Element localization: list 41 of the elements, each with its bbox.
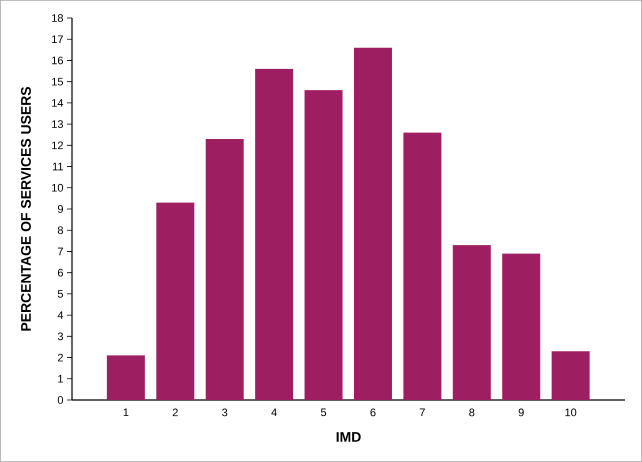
x-axis-title: IMD [336, 432, 361, 442]
bar [106, 355, 145, 400]
y-tick-label: 11 [52, 162, 63, 170]
y-tick-label: 16 [52, 56, 63, 64]
y-tick-label: 1 [58, 375, 63, 383]
y-axis-title: PERCENTAGE OF SERVICES USERS [20, 86, 31, 331]
y-tick-label: 6 [58, 268, 63, 277]
y-tick-label: 2 [58, 354, 63, 362]
y-tick-label: 18 [52, 14, 63, 22]
y-tick-label: 15 [52, 78, 64, 86]
y-tick-label: 9 [58, 205, 63, 213]
x-tick-label: 6 [370, 408, 376, 416]
bar [206, 138, 244, 400]
x-tick-label: 8 [469, 408, 474, 416]
y-tick-label: 12 [52, 142, 63, 150]
y-tick-label: 14 [52, 99, 64, 107]
y-tick-label: 7 [58, 248, 63, 256]
y-tick-label: 4 [58, 311, 64, 319]
bar [452, 245, 491, 400]
bar [552, 351, 590, 400]
y-tick-label: 17 [52, 35, 63, 43]
bar [304, 90, 343, 400]
y-tick-label: 13 [52, 120, 63, 128]
x-tick-label: 2 [172, 408, 178, 416]
x-tick-label: 4 [271, 408, 277, 416]
x-tick-label: 10 [565, 408, 576, 416]
y-tick-label: 10 [52, 184, 64, 192]
y-tick-label: 0 [58, 396, 64, 404]
y-tick-label: 8 [58, 226, 63, 234]
x-tick-label: 7 [420, 408, 425, 416]
x-tick-label: 5 [320, 408, 326, 416]
bar [403, 132, 442, 400]
y-tick-label: 3 [58, 332, 63, 340]
bar [255, 68, 294, 400]
x-tick-label: 9 [518, 408, 524, 416]
x-tick-label: 3 [222, 408, 228, 416]
x-tick-label: 1 [124, 408, 128, 416]
bar [354, 48, 392, 400]
bar [502, 254, 540, 400]
y-tick-label: 5 [58, 290, 64, 298]
bar [156, 202, 194, 400]
